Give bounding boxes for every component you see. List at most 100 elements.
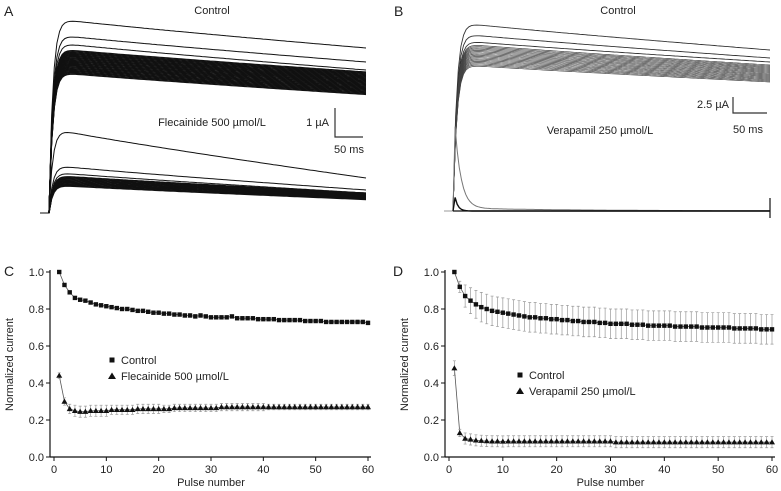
data-point (597, 320, 602, 326)
current-trace (48, 61, 367, 214)
data-point (323, 319, 329, 325)
data-point (71, 407, 78, 413)
data-point (308, 318, 313, 324)
data-point (261, 316, 266, 322)
current-trace (452, 53, 771, 212)
data-point (758, 439, 765, 445)
data-point (565, 317, 570, 323)
data-point (150, 405, 157, 412)
data-point (182, 313, 188, 318)
data-point (292, 317, 297, 323)
data-point (313, 318, 318, 324)
x-tick-label: 0 (51, 464, 57, 476)
data-point (198, 313, 203, 318)
data-point (61, 398, 68, 404)
data-point (468, 298, 473, 303)
data-point (613, 321, 619, 326)
panel-a: A Control Flecainide 500 µmol/L 1 µA 50 … (4, 3, 367, 214)
data-point (82, 408, 89, 414)
current-trace (452, 24, 771, 212)
data-point (564, 438, 571, 444)
current-trace (48, 53, 367, 214)
data-point (672, 324, 678, 329)
y-tick-label: 0.2 (424, 415, 439, 427)
data-point (549, 316, 554, 322)
data-point (187, 404, 194, 411)
current-trace (48, 57, 367, 214)
data-point (506, 311, 511, 316)
data-point (219, 315, 224, 320)
current-trace (48, 184, 367, 214)
data-point (499, 438, 506, 444)
scale-bar-time-label-b: 50 ms (733, 124, 763, 136)
data-point (146, 309, 151, 314)
x-axis-label: Pulse number (177, 477, 245, 489)
current-trace (452, 57, 771, 212)
current-trace (452, 47, 771, 212)
data-point (559, 438, 566, 444)
data-point (344, 404, 351, 410)
data-point (607, 438, 614, 444)
data-point (710, 325, 715, 330)
data-point (667, 323, 672, 328)
data-point (575, 438, 582, 444)
scale-bar-a (334, 108, 363, 138)
data-point (208, 404, 214, 411)
data-point (709, 439, 716, 445)
data-point (737, 326, 742, 331)
current-trace (48, 20, 367, 214)
panel-letter-a: A (4, 3, 14, 19)
y-tick-label: 0.4 (29, 378, 44, 390)
data-point (612, 439, 619, 445)
current-trace (452, 62, 771, 212)
y-tick-label: 0.0 (424, 452, 439, 464)
data-point (742, 326, 748, 331)
data-point (527, 315, 532, 320)
data-point (500, 310, 506, 315)
y-tick-label: 1.0 (424, 267, 439, 279)
data-point (619, 321, 624, 326)
data-point (629, 439, 636, 445)
data-point (489, 438, 496, 444)
data-point (276, 317, 282, 323)
data-point (624, 321, 629, 326)
data-point (672, 439, 679, 445)
panel-b-bottom-label: Verapamil 250 µmol/L (547, 125, 654, 137)
data-point (635, 322, 640, 327)
data-point (478, 437, 485, 443)
current-trace (48, 65, 367, 214)
x-tick-label: 20 (153, 464, 165, 476)
legend-label: Flecainide 500 µmol/L (121, 371, 229, 383)
current-trace (452, 46, 771, 212)
legend-marker (108, 372, 116, 379)
current-trace (48, 56, 367, 214)
x-tick-label: 60 (362, 464, 374, 476)
data-point (223, 404, 230, 410)
data-point (656, 323, 662, 328)
current-trace (48, 59, 367, 214)
data-point (98, 407, 105, 413)
y-tick-label: 0.4 (424, 378, 439, 390)
data-point (452, 269, 457, 275)
data-point (554, 316, 559, 322)
data-point (354, 404, 361, 410)
x-tick-label: 10 (497, 464, 509, 476)
data-point (323, 404, 330, 410)
data-point (682, 439, 689, 445)
data-point (769, 327, 775, 332)
data-point (203, 314, 208, 319)
current-trace (48, 176, 367, 214)
legend-label: Control (529, 370, 564, 382)
data-point (543, 316, 549, 321)
data-point (699, 439, 706, 445)
chart-c: 0.0 0.2 0.4 0.6 0.8 1.0 0 10 20 30 40 50 60 Pulse num… (4, 267, 374, 489)
current-trace (48, 55, 367, 214)
current-trace (48, 54, 367, 214)
current-trace (452, 65, 771, 212)
current-trace (48, 60, 367, 214)
current-trace (48, 182, 367, 214)
data-point (473, 302, 479, 307)
panel-letter-d: D (393, 263, 403, 279)
data-point (355, 319, 360, 325)
